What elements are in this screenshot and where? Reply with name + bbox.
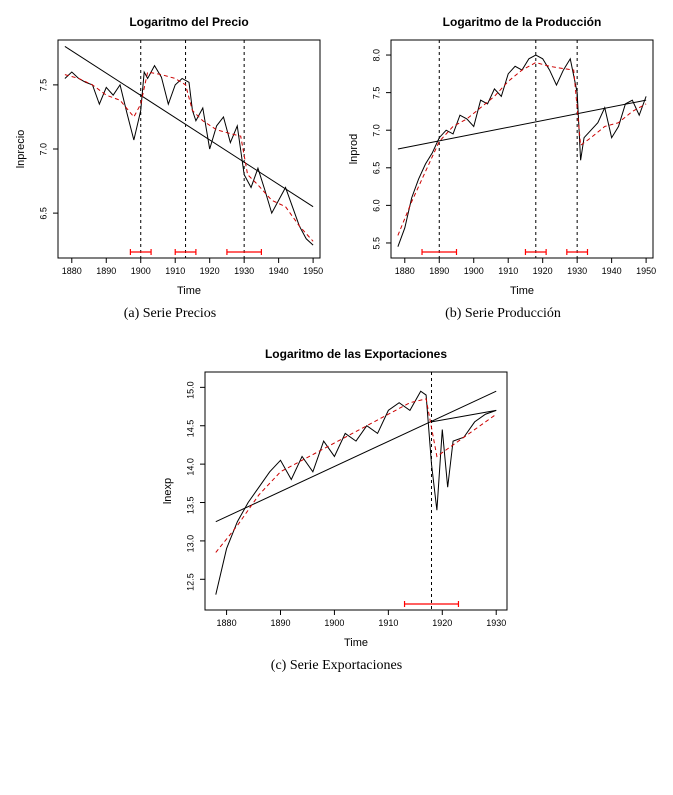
chart-a: 1880 1890 1900 1910 1920 1930 1940 1950 6.5 7.0 7.… xyxy=(10,10,330,300)
svg-text:8.0: 8.0 xyxy=(371,49,381,62)
svg-text:Time: Time xyxy=(177,285,201,297)
svg-text:Time: Time xyxy=(343,637,367,649)
svg-text:1920: 1920 xyxy=(533,266,553,276)
svg-text:7.0: 7.0 xyxy=(38,143,48,156)
svg-text:1940: 1940 xyxy=(269,266,289,276)
svg-text:1930: 1930 xyxy=(486,618,506,628)
svg-text:12.5: 12.5 xyxy=(185,573,195,591)
svg-text:5.5: 5.5 xyxy=(371,237,381,250)
svg-text:13.5: 13.5 xyxy=(185,497,195,515)
svg-text:6.0: 6.0 xyxy=(371,199,381,212)
svg-text:1950: 1950 xyxy=(636,266,656,276)
panel-a: 1880 1890 1900 1910 1920 1930 1940 1950 6.5 7.0 7.… xyxy=(10,10,330,322)
svg-text:1950: 1950 xyxy=(303,266,323,276)
svg-text:6.5: 6.5 xyxy=(371,162,381,175)
svg-text:lnprod: lnprod xyxy=(348,134,360,165)
chart-b: 1880 1890 1900 1910 1920 1930 1940 1950 5.5 6.0 6.… xyxy=(343,10,663,300)
svg-text:1910: 1910 xyxy=(165,266,185,276)
caption-a: (a) Serie Precios xyxy=(124,306,217,322)
panel-b: 1880 1890 1900 1910 1920 1930 1940 1950 5.5 6.0 6.… xyxy=(343,10,663,322)
svg-text:Time: Time xyxy=(510,285,534,297)
svg-text:7.5: 7.5 xyxy=(38,79,48,92)
svg-text:1880: 1880 xyxy=(216,618,236,628)
svg-text:Logaritmo de las Exportaciones: Logaritmo de las Exportaciones xyxy=(264,347,446,361)
caption-c: (c) Serie Exportaciones xyxy=(271,658,402,674)
svg-text:1930: 1930 xyxy=(234,266,254,276)
svg-text:1910: 1910 xyxy=(378,618,398,628)
svg-text:7.5: 7.5 xyxy=(371,87,381,100)
svg-text:1900: 1900 xyxy=(464,266,484,276)
svg-text:7.0: 7.0 xyxy=(371,124,381,137)
svg-text:1930: 1930 xyxy=(567,266,587,276)
svg-text:Logaritmo del Precio: Logaritmo del Precio xyxy=(129,15,248,29)
svg-text:13.0: 13.0 xyxy=(185,535,195,553)
svg-text:lnexp: lnexp xyxy=(162,478,174,504)
svg-text:1900: 1900 xyxy=(131,266,151,276)
svg-text:14.0: 14.0 xyxy=(185,458,195,476)
caption-b: (b) Serie Producción xyxy=(445,306,561,322)
bottom-row: 1880 1890 1900 1910 1920 1930 12.5 13.0 13.5 14.0… xyxy=(10,342,663,674)
svg-text:1890: 1890 xyxy=(270,618,290,628)
svg-text:15.0: 15.0 xyxy=(185,381,195,399)
svg-text:6.5: 6.5 xyxy=(38,207,48,220)
top-row: 1880 1890 1900 1910 1920 1930 1940 1950 6.5 7.0 7.… xyxy=(10,10,663,322)
svg-text:1920: 1920 xyxy=(200,266,220,276)
svg-text:1880: 1880 xyxy=(62,266,82,276)
panel-c: 1880 1890 1900 1910 1920 1930 12.5 13.0 13.5 14.0… xyxy=(157,342,517,674)
svg-text:Logaritmo de la Producción: Logaritmo de la Producción xyxy=(443,15,602,29)
svg-text:1890: 1890 xyxy=(96,266,116,276)
svg-text:14.5: 14.5 xyxy=(185,420,195,438)
svg-text:lnprecio: lnprecio xyxy=(15,130,27,169)
svg-text:1900: 1900 xyxy=(324,618,344,628)
svg-text:1890: 1890 xyxy=(429,266,449,276)
svg-text:1940: 1940 xyxy=(602,266,622,276)
chart-c: 1880 1890 1900 1910 1920 1930 12.5 13.0 13.5 14.0… xyxy=(157,342,517,652)
svg-text:1910: 1910 xyxy=(498,266,518,276)
svg-text:1920: 1920 xyxy=(432,618,452,628)
svg-text:1880: 1880 xyxy=(395,266,415,276)
